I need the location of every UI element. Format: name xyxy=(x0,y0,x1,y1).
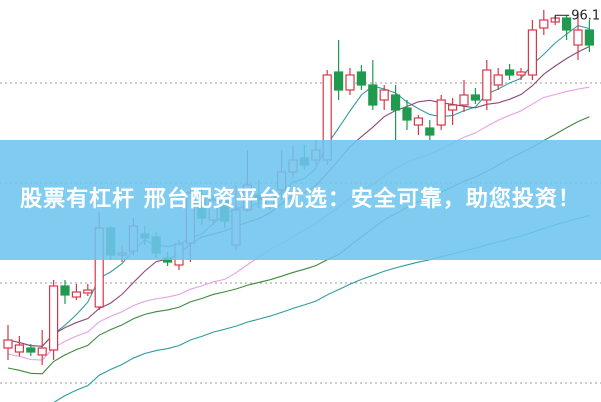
candle-body xyxy=(516,71,526,76)
candle-body xyxy=(470,94,480,101)
promo-banner: 股票有杠杆 邢台配资平台优选：安全可靠，助您投资！ xyxy=(0,140,601,260)
candle-body xyxy=(391,94,401,111)
candle-body xyxy=(482,69,492,101)
candle-body xyxy=(413,117,423,126)
candle-body xyxy=(14,344,24,353)
candle-body xyxy=(345,74,355,91)
candle-body xyxy=(37,347,47,356)
candle-body xyxy=(26,347,36,353)
candle-body xyxy=(402,107,412,121)
candle-body xyxy=(425,127,435,136)
candle-body xyxy=(448,104,458,111)
candle-body xyxy=(368,84,378,106)
candle-body xyxy=(539,19,549,29)
candle-body xyxy=(356,71,366,86)
candle-body xyxy=(3,339,13,349)
banner-text: 股票有杠杆 邢台配资平台优选：安全可靠，助您投资！ xyxy=(20,187,581,212)
candle-body xyxy=(334,71,344,91)
candle-body xyxy=(561,17,572,31)
candle-body xyxy=(573,29,583,46)
candle-body xyxy=(379,89,389,101)
price-annotation-label: 96.18 xyxy=(571,8,601,23)
candle-body xyxy=(71,291,82,298)
candle-body xyxy=(459,94,469,106)
candle-body xyxy=(60,285,70,296)
candle-body xyxy=(436,99,446,126)
candle-body xyxy=(493,74,503,86)
candle-body xyxy=(527,29,538,76)
candle-body xyxy=(48,285,59,351)
candle-body xyxy=(505,69,515,76)
candle-body xyxy=(584,29,595,46)
candle-body xyxy=(83,289,93,294)
